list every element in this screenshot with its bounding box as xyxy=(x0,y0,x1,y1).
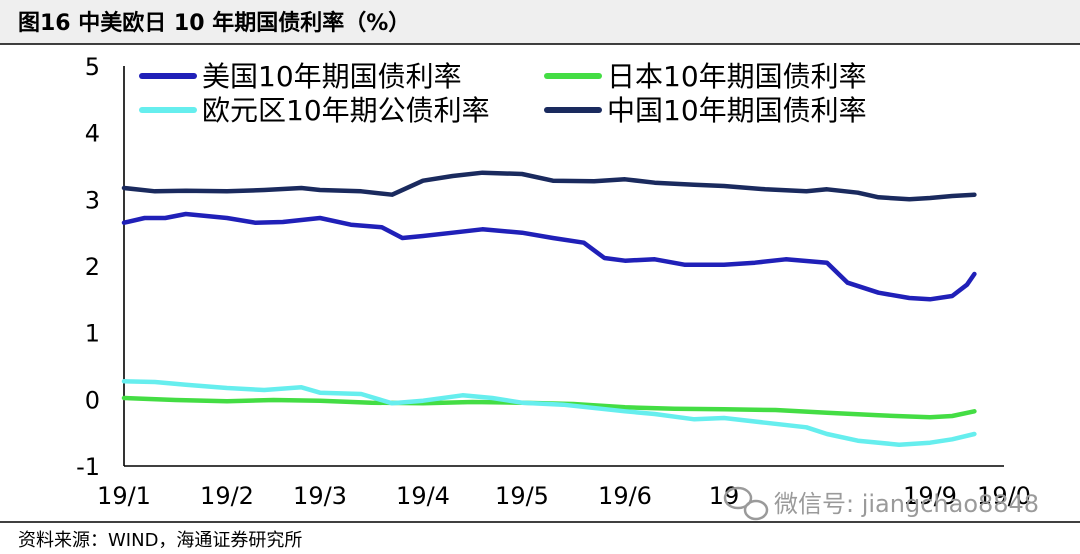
y-tick-label: 0 xyxy=(85,386,100,414)
legend-label: 中国10年期国债利率 xyxy=(607,94,867,127)
wechat-icon xyxy=(723,486,769,521)
x-tick-label: 19/3 xyxy=(293,482,347,510)
figure-title: 图16 中美欧日 10 年期国债利率（%） xyxy=(18,10,410,36)
watermark-text: 微信号: jiangchao8848 xyxy=(774,490,1039,518)
y-tick-label: 3 xyxy=(85,186,100,214)
y-tick-label: 2 xyxy=(85,253,100,281)
series-line-2 xyxy=(121,379,977,447)
x-tick-label: 19/4 xyxy=(396,482,450,510)
series-line-0 xyxy=(121,211,977,302)
series-lines xyxy=(121,170,977,447)
x-tick-label: 19/5 xyxy=(495,482,549,510)
x-tick-label: 19/1 xyxy=(97,482,151,510)
watermark: 微信号: jiangchao8848 xyxy=(723,486,1039,521)
y-tick-label: 5 xyxy=(85,53,100,81)
legend-label: 日本10年期国债利率 xyxy=(607,60,867,93)
y-tick-label: 4 xyxy=(85,120,100,148)
legend-label: 美国10年期国债利率 xyxy=(202,60,462,93)
series-line-3 xyxy=(121,170,977,202)
x-tick-label: 19/6 xyxy=(598,482,652,510)
y-tick-label: 1 xyxy=(85,320,100,348)
header-background xyxy=(0,0,1080,44)
legend-label: 欧元区10年期公债利率 xyxy=(202,94,490,127)
x-tick-label: 19/2 xyxy=(200,482,254,510)
series-line-1 xyxy=(121,395,977,420)
x-tick-label: 19/9 xyxy=(903,482,957,510)
y-tick-label: -1 xyxy=(76,453,100,481)
x-tick-label: 19/0 xyxy=(977,482,1031,510)
x-tick-labels: 19/1 19/2 19/3 19/4 19/5 19/6 19 19/9 19/0 xyxy=(97,482,1031,510)
y-tick-labels: -1 0 1 2 3 4 5 xyxy=(76,53,100,481)
source-note: 资料来源：WIND，海通证券研究所 xyxy=(18,530,302,551)
